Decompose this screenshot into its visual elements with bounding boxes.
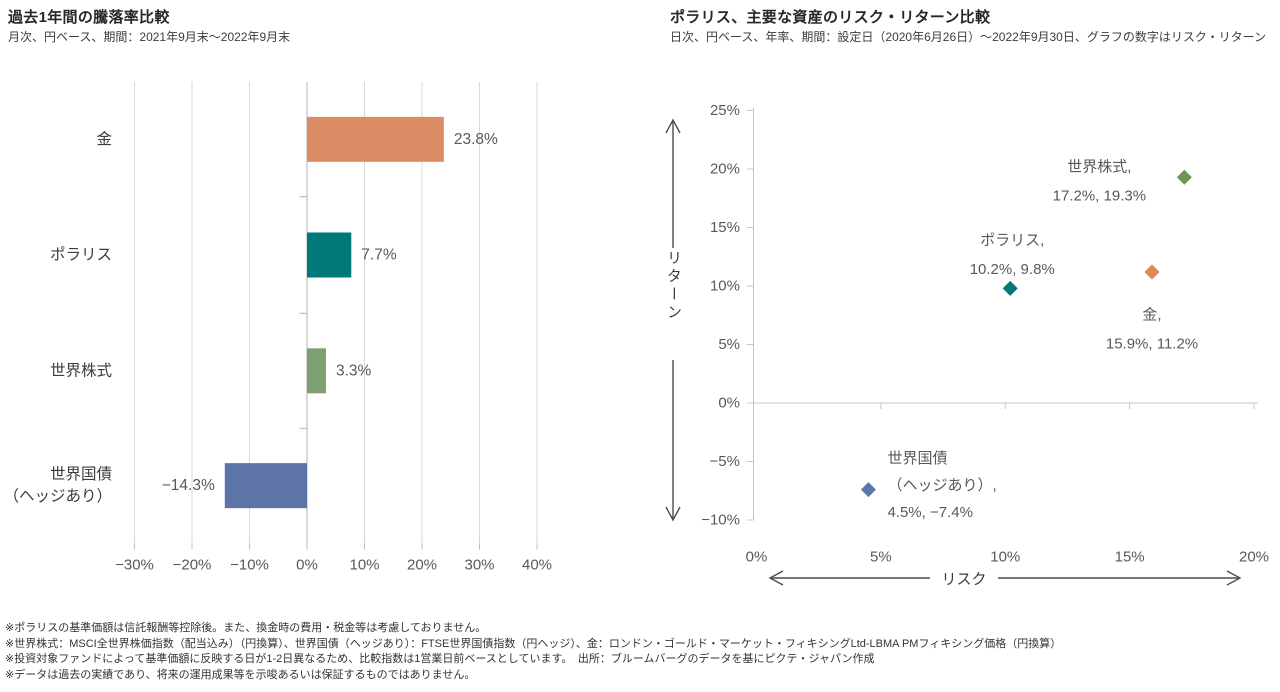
left-xtick-label: 30% (464, 557, 494, 574)
bar-value-gold: 23.8% (454, 131, 498, 148)
left-chart-subtitle: 月次、円ベース、期間：2021年9月末～2022年9月末 (8, 30, 291, 44)
right-ytick-label: 15% (710, 219, 740, 236)
left-chart-title: 過去1年間の騰落率比較 (8, 9, 170, 26)
right-xtick-label: 10% (990, 549, 1020, 566)
right-ytick-label: 5% (718, 336, 740, 353)
right-chart-ylabel: リターン (665, 250, 682, 322)
bar-gold (307, 116, 444, 162)
point-label-polaris: ポラリス, (980, 232, 1044, 249)
right-ytick-label: 25% (710, 102, 740, 119)
point-world-equity (1176, 169, 1192, 185)
right-xtick-label: 5% (870, 549, 892, 566)
point-label-polaris: 10.2%, 9.8% (970, 261, 1055, 278)
category-label-gold: 金 (96, 130, 112, 148)
return-arrow-down-head (665, 506, 681, 522)
footnote-line: ※世界株式：MSCI全世界株価指数（配当込み）（円換算）、世界国債（ヘッジあり）… (5, 637, 1062, 650)
risk-arrow-left-head (768, 570, 784, 586)
footnote-line: ※投資対象ファンドによって基準価額に反映する日が1-2日異なるため、比較指数は1… (5, 653, 875, 665)
right-xtick-label: 15% (1115, 549, 1145, 566)
category-label-world-bond-hedged: （ヘッジあり） (3, 488, 112, 505)
point-label-world-equity: 17.2%, 19.3% (1053, 188, 1146, 205)
left-xtick-label: 0% (296, 557, 318, 574)
point-label-gold: 15.9%, 11.2% (1106, 335, 1198, 352)
point-label-world-bond-hedged: 4.5%, −7.4% (887, 504, 972, 521)
left-xtick-label: −30% (115, 557, 154, 574)
footnotes: ※ポラリスの基準価額は信託報酬等控除後。また、換金時の費用・税金等は考慮しており… (5, 621, 1061, 683)
left-xtick-label: 20% (407, 557, 437, 574)
right-ytick-label: 0% (718, 395, 740, 412)
right-ytick-label: 10% (710, 278, 740, 295)
bar-value-polaris: 7.7% (361, 247, 397, 264)
risk-arrow-right-head (1226, 570, 1242, 586)
left-xtick-label: 10% (349, 557, 379, 574)
right-ytick-label: −5% (710, 453, 740, 470)
bar-polaris (307, 232, 352, 278)
bar-world-equity (307, 348, 326, 394)
right-xtick-label: 20% (1239, 549, 1269, 566)
point-label-world-bond-hedged: 世界国債 (887, 450, 947, 467)
right-chart-subtitle: 日次、円ベース、年率、期間：設定日（2020年6月26日）～2022年9月30日… (670, 30, 1266, 44)
category-label-world-bond-hedged: 世界国債 (50, 465, 112, 483)
left-xtick-label: 40% (522, 557, 552, 574)
point-label-world-bond-hedged: （ヘッジあり）, (887, 477, 996, 494)
footnote-line: ※ポラリスの基準価額は信託報酬等控除後。また、換金時の費用・税金等は考慮しており… (5, 622, 487, 634)
right-xtick-label: 0% (746, 549, 768, 566)
left-xtick-label: −10% (230, 557, 269, 574)
right-ytick-label: −10% (701, 512, 740, 529)
point-label-gold: 金, (1142, 306, 1161, 323)
return-arrow-up-head (665, 118, 681, 134)
footnote-line: ※データは過去の実績であり、将来の運用成果等を示唆あるいは保証するものではありま… (5, 668, 476, 681)
bar-value-world-bond-hedged: −14.3% (162, 477, 215, 494)
bar-world-bond-hedged (224, 463, 307, 509)
right-ytick-label: 20% (710, 161, 740, 178)
right-chart-xlabel: リスク (941, 571, 987, 588)
category-label-world-equity: 世界株式 (50, 361, 112, 379)
point-gold (1144, 264, 1160, 280)
bar-value-world-equity: 3.3% (336, 362, 372, 379)
right-chart-title: ポラリス、主要な資産のリスク・リターン比較 (670, 9, 991, 26)
category-label-polaris: ポラリス (50, 246, 112, 264)
point-polaris (1002, 280, 1018, 296)
point-label-world-equity: 世界株式, (1067, 159, 1131, 176)
point-world-bond-hedged (860, 482, 876, 498)
left-xtick-label: −20% (173, 557, 212, 574)
